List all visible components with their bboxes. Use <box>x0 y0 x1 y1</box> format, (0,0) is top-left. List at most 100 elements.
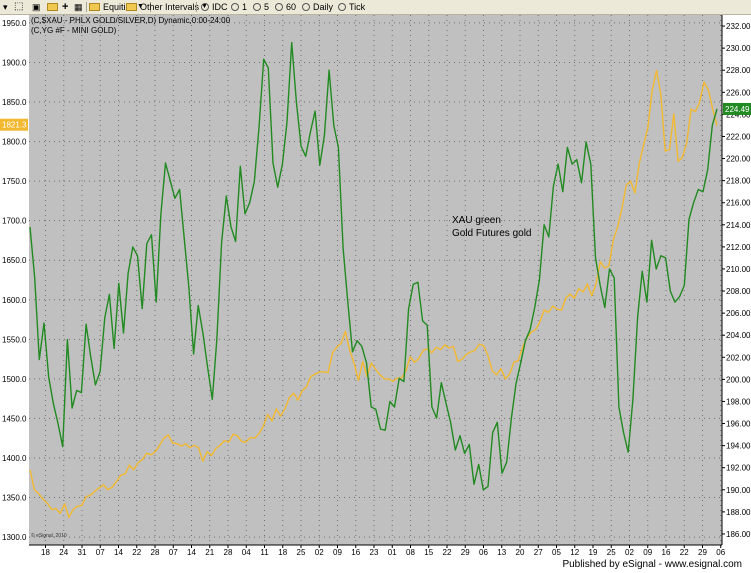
chevron-down-icon: ▼ <box>137 3 144 10</box>
right-tick-label: 192.00 <box>726 464 751 473</box>
left-tick-label: 1950.0 <box>2 19 27 28</box>
xau-line <box>29 41 718 491</box>
interval-5-label: 5 <box>264 2 270 12</box>
folder-open-icon[interactable] <box>47 1 61 13</box>
clock-icon <box>253 3 261 11</box>
folder-icon <box>126 3 137 11</box>
interval-1[interactable]: 1 <box>231 1 247 13</box>
left-tick-label: 1350.0 <box>2 494 27 503</box>
interval-daily-label: Daily <box>313 2 334 12</box>
interval-idc[interactable]: IDC <box>201 1 228 13</box>
table-icon[interactable]: ▦ <box>74 2 83 12</box>
cursor-icon[interactable]: ⬚ <box>14 1 24 12</box>
add-icon[interactable]: + <box>62 1 69 13</box>
right-tick-label: 188.00 <box>726 508 751 517</box>
equities-menu[interactable]: Equities ▼ <box>89 1 144 13</box>
left-tick-label: 1900.0 <box>2 58 27 67</box>
save-icon[interactable]: ▣ <box>32 2 41 12</box>
left-tick-label: 1600.0 <box>2 296 27 305</box>
left-tick-label: 1750.0 <box>2 177 27 186</box>
interval-5[interactable]: 5 <box>253 1 269 13</box>
x-tick-label: 21 <box>205 548 214 557</box>
x-tick-label: 07 <box>96 548 105 557</box>
x-tick-label: 02 <box>315 548 324 557</box>
x-tick-label: 25 <box>607 548 616 557</box>
interval-1-label: 1 <box>242 2 248 12</box>
right-tick-label: 200.00 <box>726 375 751 384</box>
last-value-tags: 1821.3 224.49 <box>0 102 751 131</box>
right-tick-label: 226.00 <box>726 88 751 97</box>
x-tick-label: 29 <box>698 548 707 557</box>
annotation-line-2: Gold Futures gold <box>452 228 532 239</box>
x-tick-label: 12 <box>570 548 579 557</box>
x-tick-label: 20 <box>516 548 525 557</box>
left-tick-label: 1450.0 <box>2 414 27 423</box>
x-tick-label: 24 <box>59 548 68 557</box>
plot-area <box>29 15 722 545</box>
x-tick-label: 14 <box>187 548 196 557</box>
grid-lines <box>29 15 722 545</box>
folder-icon <box>89 3 100 11</box>
right-tick-label: 230.00 <box>726 44 751 53</box>
x-tick-label: 04 <box>242 548 251 557</box>
xau-last-value-tag <box>723 102 751 115</box>
left-tick-label: 1700.0 <box>2 217 27 226</box>
right-tick-label: 186.00 <box>726 530 751 539</box>
chart-subtitle: (C,YG #F - MINI GOLD) <box>31 26 117 35</box>
dropdown-arrow-icon[interactable]: ▾ <box>3 2 8 12</box>
clock-icon <box>231 3 239 11</box>
right-tick-label: 214.00 <box>726 221 751 230</box>
x-tick-label: 23 <box>370 548 379 557</box>
chart-toolbar: ▾ ⬚ ▣ + ▦ Equities ▼ Other Intervals ▼ IDC… <box>0 0 751 15</box>
left-tick-label: 1500.0 <box>2 375 27 384</box>
right-tick-label: 220.00 <box>726 155 751 164</box>
footer: Published by eSignal - www.esignal.com <box>0 557 751 573</box>
x-tick-label: 09 <box>643 548 652 557</box>
equities-label: Equities <box>103 2 136 12</box>
x-tick-label: 25 <box>297 548 306 557</box>
x-tick-label: 28 <box>224 548 233 557</box>
x-tick-label: 02 <box>625 548 634 557</box>
interval-tick-label: Tick <box>349 2 366 12</box>
x-tick-label: 01 <box>388 548 397 557</box>
x-tick-label: 11 <box>260 548 269 557</box>
right-tick-label: 218.00 <box>726 177 751 186</box>
right-tick-label: 194.00 <box>726 442 751 451</box>
x-tick-label: 18 <box>278 548 287 557</box>
x-tick-label: 06 <box>479 548 488 557</box>
interval-daily[interactable]: Daily <box>302 1 333 13</box>
x-tick-label: 27 <box>534 548 543 557</box>
right-tick-label: 210.00 <box>726 265 751 274</box>
x-tick-label: 15 <box>424 548 433 557</box>
clock-icon <box>275 3 283 11</box>
interval-60[interactable]: 60 <box>275 1 296 13</box>
right-tick-label: 232.00 <box>726 22 751 31</box>
right-tick-label: 228.00 <box>726 66 751 75</box>
right-tick-label: 198.00 <box>726 397 751 406</box>
footer-credit: Published by eSignal - www.esignal.com <box>562 559 742 570</box>
gold-futures-line <box>29 69 718 518</box>
x-tick-label: 28 <box>151 548 160 557</box>
clock-icon <box>201 3 209 11</box>
right-tick-label: 216.00 <box>726 199 751 208</box>
x-tick-label: 16 <box>662 548 671 557</box>
gold-last-value-tag <box>0 118 28 131</box>
right-tick-label: 202.00 <box>726 353 751 362</box>
left-tick-label: 1800.0 <box>2 138 27 147</box>
x-tick-label: 14 <box>114 548 123 557</box>
gold-last-value-text: 1821.3 <box>2 121 27 130</box>
x-tick-label: 22 <box>443 548 452 557</box>
copyright-label: © eSignal, 2010 <box>31 532 67 539</box>
left-tick-label: 1400.0 <box>2 454 27 463</box>
x-tick-label: 31 <box>78 548 87 557</box>
series-layer <box>29 41 718 518</box>
interval-tick[interactable]: Tick <box>338 1 365 13</box>
left-tick-label: 1300.0 <box>2 533 27 542</box>
right-tick-label: 208.00 <box>726 287 751 296</box>
right-axis: 186.00 188.00 190.00 192.00 194.00 196.00 198.… <box>721 15 751 545</box>
x-tick-label: 16 <box>351 548 360 557</box>
x-tick-label: 22 <box>680 548 689 557</box>
x-tick-label: 19 <box>589 548 598 557</box>
